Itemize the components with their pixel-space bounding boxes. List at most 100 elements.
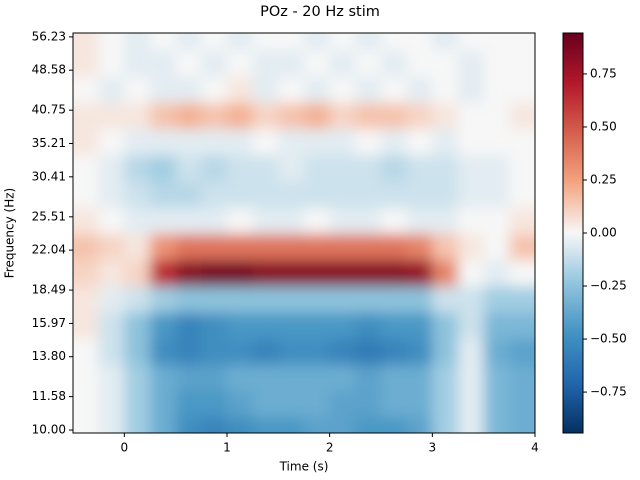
heat-cell [329,154,356,182]
heat-cell [252,33,279,51]
heat-cell [432,128,459,156]
heat-cell [278,259,305,287]
heat-cell [98,312,125,339]
heat-cell [278,154,305,182]
heat-cell [381,207,408,234]
heat-cell [509,338,535,365]
y-axis-label: Frequency (Hz) [3,188,17,279]
y-tick-label: 30.41 [32,169,66,183]
heat-cell [252,154,279,182]
heat-cell [252,312,279,339]
heat-cell [381,285,408,313]
heat-cell [98,259,125,287]
heat-cell [124,285,151,313]
heat-cell [98,76,125,103]
heat-cell [406,285,433,313]
heat-cell [201,207,228,234]
heat-cell [201,181,228,208]
heat-cell [509,33,535,51]
y-tick-label: 22.04 [32,243,66,257]
heat-cell [509,49,535,77]
heat-cell [329,49,356,77]
heat-cell [406,207,433,234]
heat-cell [483,338,510,365]
heat-cell [201,285,228,313]
y-tick-label: 13.80 [32,349,66,363]
heat-cell [175,102,202,130]
heat-cell [278,338,305,365]
heat-cell [227,207,254,234]
heat-cell [381,128,408,156]
heat-cell [458,102,485,130]
colorbar-tick-label: 0.25 [590,172,617,186]
heat-cell [432,416,459,433]
heat-cell [329,285,356,313]
heat-cell [304,338,331,365]
heat-cell [483,33,510,51]
heat-cell [304,154,331,182]
heat-cell [381,33,408,51]
heat-cell [227,154,254,182]
heat-cell [329,390,356,418]
heat-cell [150,154,177,182]
y-tick-label: 10.00 [32,423,66,437]
heat-cell [406,33,433,51]
heat-cell [406,154,433,182]
heat-cell [252,49,279,77]
heat-cell [150,364,177,392]
heat-cell [73,416,100,433]
heat-cell [432,364,459,392]
heat-cell [278,49,305,77]
heat-cell [483,390,510,418]
heat-cell [227,259,254,287]
heat-cell [98,128,125,156]
heat-cell [329,233,356,261]
heat-cell [278,33,305,51]
heat-cell [150,76,177,103]
heat-cell [381,154,408,182]
heat-cell [458,285,485,313]
heat-cell [509,102,535,130]
heat-cell [406,181,433,208]
heat-cell [483,285,510,313]
heat-cell [304,207,331,234]
heat-cell [406,416,433,433]
heat-cell [304,364,331,392]
heat-cell [355,285,382,313]
heat-cell [483,207,510,234]
heat-cell [227,233,254,261]
heat-cell [509,181,535,208]
heat-cell [355,49,382,77]
heat-cell [381,390,408,418]
heat-cell [381,233,408,261]
heat-cell [124,338,151,365]
heat-cell [278,233,305,261]
heat-cell [355,259,382,287]
heat-cell [355,312,382,339]
heat-cell [175,416,202,433]
heat-cell [432,338,459,365]
heat-cell [355,128,382,156]
heat-cell [278,285,305,313]
heat-cell [98,207,125,234]
heat-cell [483,364,510,392]
heat-cell [175,33,202,51]
heat-cell [406,128,433,156]
heat-cell [458,259,485,287]
heat-cell [304,181,331,208]
y-tick-label: 15.97 [32,316,66,330]
heat-cell [278,181,305,208]
heat-cell [304,49,331,77]
heat-cell [483,233,510,261]
heat-cell [201,312,228,339]
heat-cell [227,102,254,130]
heat-cell [304,128,331,156]
heat-cell [278,390,305,418]
heat-cell [381,181,408,208]
heat-cell [509,154,535,182]
heat-cell [73,154,100,182]
heat-cell [252,207,279,234]
heat-cell [304,102,331,130]
heat-cell [406,390,433,418]
colorbar-tick-label: 0.50 [590,119,617,133]
